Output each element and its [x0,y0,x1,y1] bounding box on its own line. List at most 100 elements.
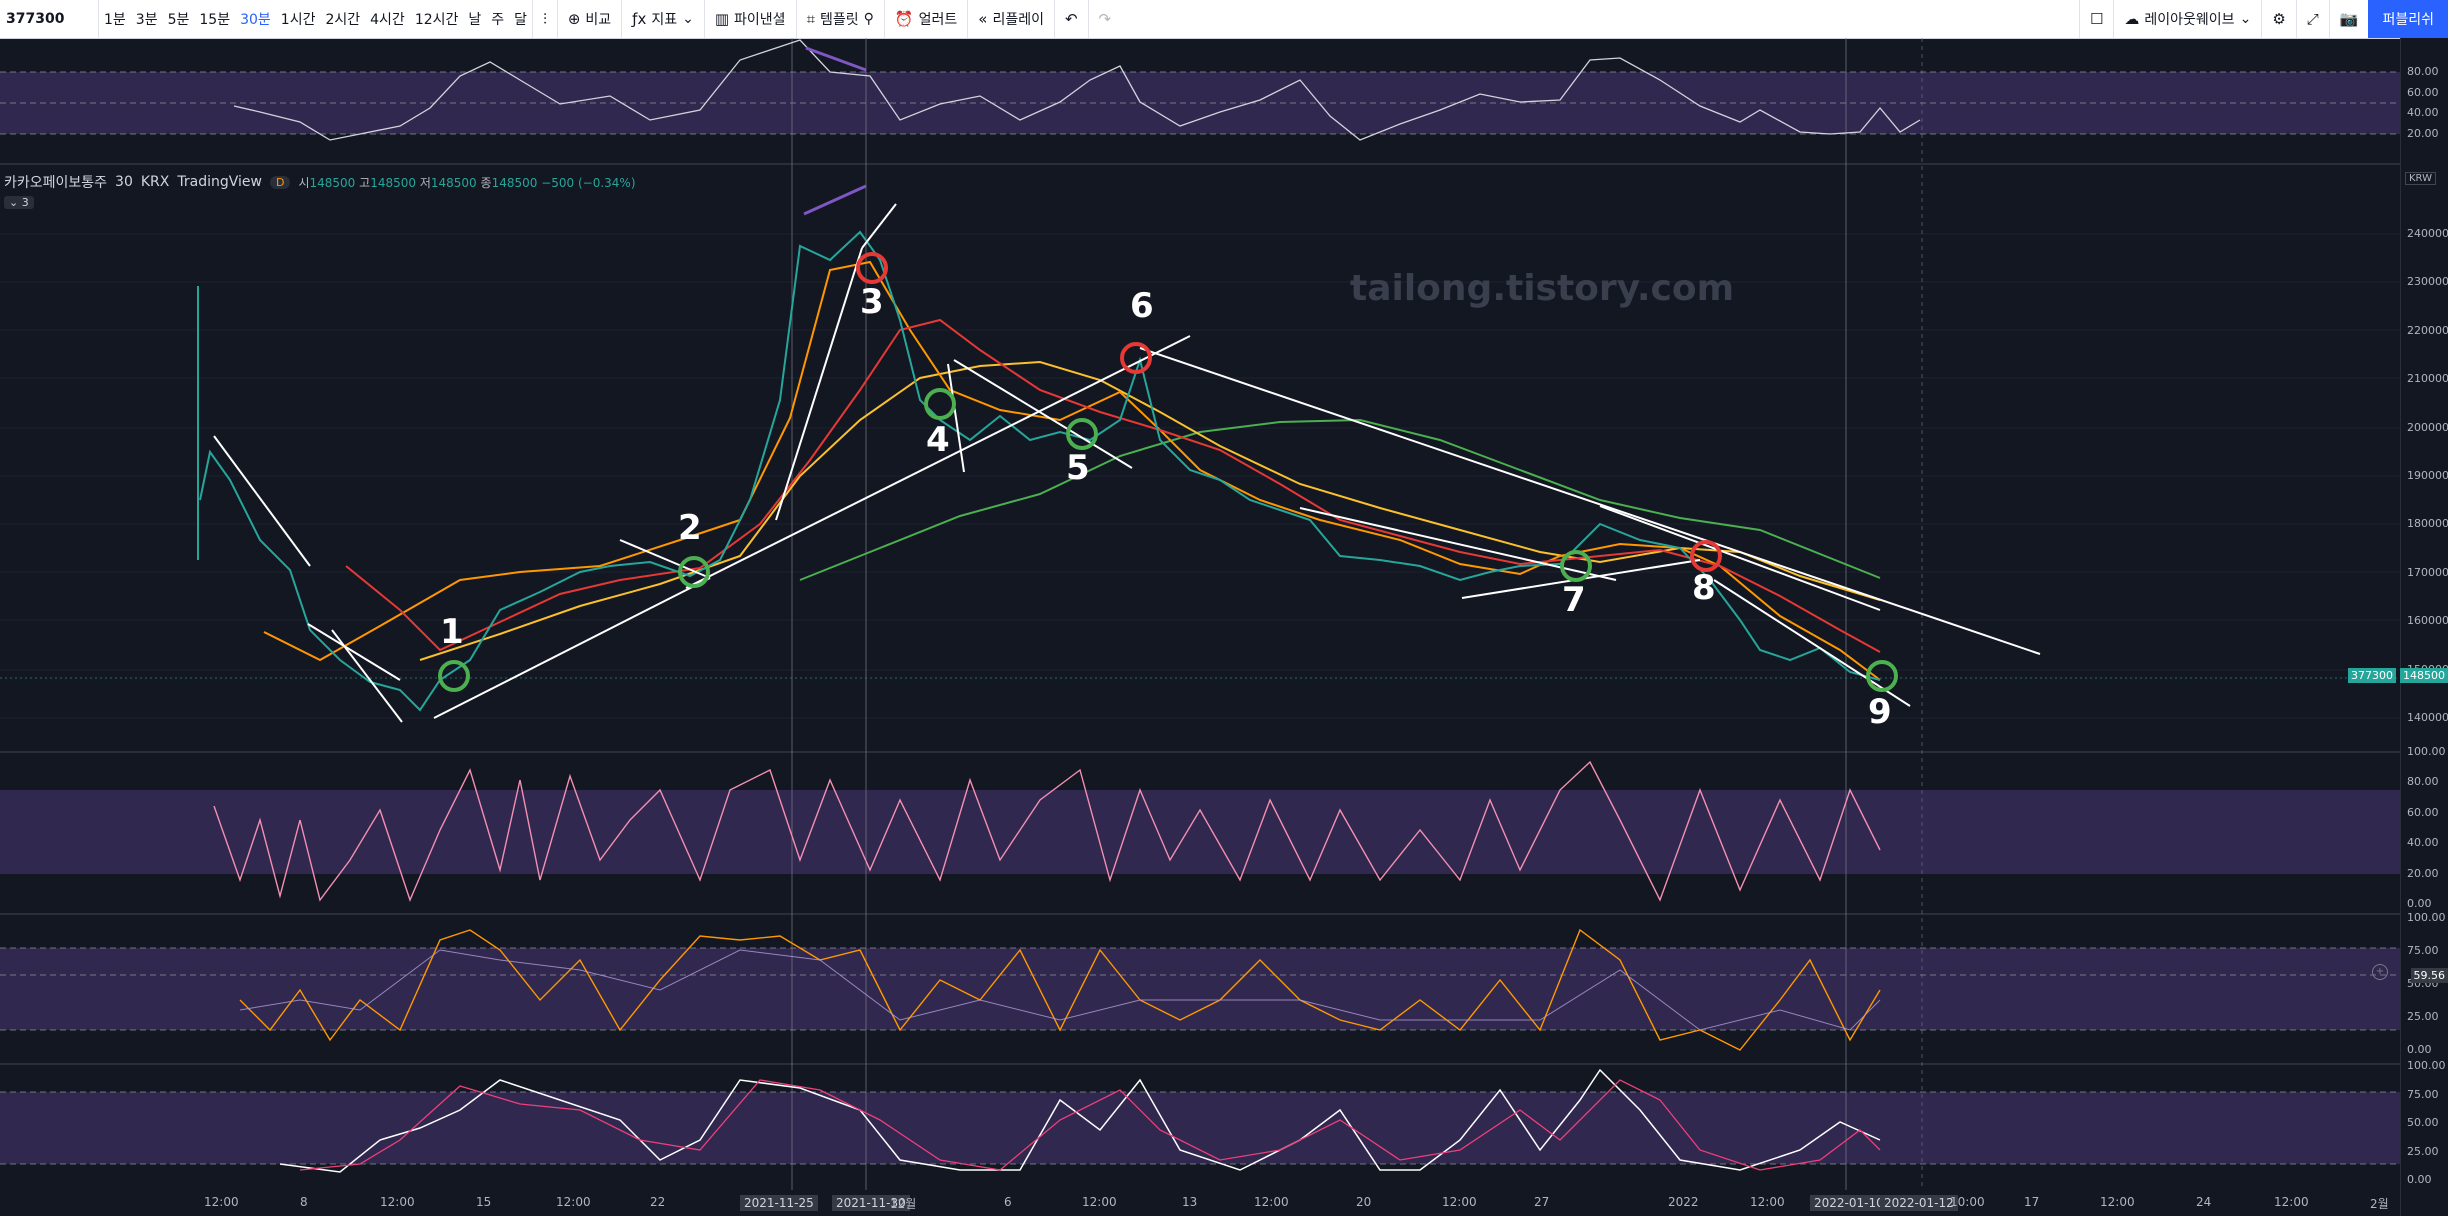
currency-selector[interactable]: KRW [2405,172,2436,185]
chevron-down-icon: ⌄ [9,196,19,209]
time-tick: 2022-01-12 [1880,1195,1958,1211]
templates-button[interactable]: ⌗ 템플릿 ⚲ [795,0,884,38]
timeframe-8[interactable]: 12시간 [414,12,459,28]
fullscreen-checkbox[interactable]: ☐ [2078,0,2113,38]
timeframe-10[interactable]: 주 [491,12,505,28]
price-axis[interactable]: KRW 80.00 60.00 40.00 20.00 240000 230000 2200… [2400,38,2448,1216]
price-series [199,230,1881,712]
pane4-tick: 0.00 [2407,1173,2432,1186]
price-tick: 220000 [2407,323,2448,337]
stoch-k-pane3 [239,928,1881,1051]
timeframe-6[interactable]: 2시간 [325,12,361,28]
trend-lines [213,203,2041,723]
exchange: KRX [140,174,170,190]
top-toolbar: 377300 1분 3분 5분 15분 30분 1시간 2시간 4시간 12시간 날 주 달 ⫶ ⊕ 비… [0,0,2448,39]
gear-icon: ⚙ [2272,10,2286,28]
time-tick: 12:00 [1082,1195,1117,1209]
candles-icon: ⫶ [543,10,547,28]
divergence-line-main [803,184,867,216]
timeframe-11[interactable]: 달 [514,12,528,28]
timeframe-9[interactable]: 날 [468,12,482,28]
rsi-top-tick: 60.00 [2407,85,2439,99]
alarm-clock-icon: ⏰ [894,10,914,28]
settings-button[interactable]: ⚙ [2261,0,2295,38]
crosshair-lines [791,38,1847,1190]
undo-button[interactable]: ↶ [1053,0,1088,38]
ohlc-values: 시148500 고148500 저148500 종148500 −500 (−0… [298,175,636,190]
time-tick: 20 [1356,1195,1372,1209]
redo-icon: ↷ [1098,10,1112,28]
snapshot-button[interactable]: 📷 [2328,0,2369,38]
price-tick: 170000 [2407,565,2448,579]
time-tick: 8 [300,1195,308,1209]
compare-button[interactable]: ⊕ 비교 [556,0,621,38]
timeframe-1[interactable]: 3분 [135,12,158,28]
publish-button[interactable]: 퍼블리쉬 [2368,0,2448,38]
pane2-tick: 20.00 [2407,866,2439,880]
time-tick: 12:00 [1750,1195,1785,1209]
square-icon: ☐ [2089,10,2104,28]
time-tick: 12:00 [2100,1195,2135,1209]
delay-badge[interactable]: D [269,175,291,189]
chevron-down-icon: ⌄ [2239,11,2252,27]
timeframe-5[interactable]: 1시간 [280,12,316,28]
time-tick: 12:00 [556,1195,591,1209]
annotation-2: 2 [678,508,702,548]
pane-separators [0,163,2400,1065]
pane3-tick: 25.00 [2407,1010,2439,1023]
cursor-value-tag: 59.56 [2410,968,2448,983]
pane2-tick: 80.00 [2407,775,2439,789]
last-price-tag: 148500 [2400,668,2448,683]
time-tick: 27 [1534,1195,1550,1209]
watermark: tailong.tistory.com [1350,268,1735,309]
expand-icon: ⤢ [2306,10,2319,28]
series-legend: 카카오페이보통주 30 KRX TradingView D 시148500 고1… [4,172,636,192]
alert-button[interactable]: ⏰ 얼러트 [883,0,967,38]
price-change: −500 (−0.34%) [541,175,636,190]
plus-circle-icon: ⊕ [567,10,581,28]
interval: 30 [115,174,133,190]
price-tick: 240000 [2407,227,2448,240]
pane3-tick: 0.00 [2407,1043,2432,1056]
oscillator-pane4-pink [299,1079,1881,1171]
financials-button[interactable]: ▥ 파이낸셜 [703,0,796,38]
pane4-tick: 75.00 [2407,1087,2439,1101]
fullscreen-button[interactable]: ⤢ [2295,0,2329,38]
timeframe-0[interactable]: 1분 [104,12,126,28]
timeframe-selector: 1분 3분 5분 15분 30분 1시간 2시간 4시간 12시간 날 주 달 [99,0,532,38]
time-tick: 12:00 [1254,1195,1289,1209]
layout-button[interactable]: ☁ 레이아웃웨이브 ⌄ [2113,0,2261,38]
rsi-top-tick: 80.00 [2407,65,2439,78]
annotation-9: 9 [1868,692,1892,732]
pane2-tick: 100.00 [2407,745,2446,758]
signal-circles [438,252,1898,692]
time-axis[interactable]: 12:00 8 12:00 15 12:00 22 2021-11-25 2021-11-30… [0,1190,2400,1216]
rsi-line-top [233,39,1921,141]
timeframe-2[interactable]: 5분 [167,12,190,28]
time-tick: 2022 [1668,1195,1699,1209]
add-indicator-icon[interactable]: + [2372,964,2388,980]
timeframe-3[interactable]: 15분 [199,12,231,28]
price-tick: 230000 [2407,275,2448,289]
indicator-collapse-button[interactable]: ⌄ 3 [4,196,34,209]
grid [0,233,2400,719]
time-tick: 12월 [890,1197,917,1211]
replay-button[interactable]: «리플레이 [967,0,1054,38]
price-tick: 180000 [2407,517,2448,531]
timeframe-4[interactable]: 30분 [240,12,271,28]
undo-icon: ↶ [1064,10,1078,28]
chart-type-button[interactable]: ⫶ [532,0,557,38]
price-tick: 200000 [2407,420,2448,434]
indicators-button[interactable]: ƒx 지표 ⌄ [621,0,704,38]
redo-button[interactable]: ↷ [1087,0,1122,38]
symbol-search[interactable]: 377300 [0,0,99,38]
time-tick: 24 [2196,1195,2212,1209]
timeframe-7[interactable]: 4시간 [370,12,405,28]
price-tick: 140000 [2407,711,2448,724]
time-tick: 6 [1004,1195,1012,1209]
symbol-name[interactable]: 카카오페이보통주 [4,175,108,191]
pane2-tick: 0.00 [2407,897,2432,910]
time-tick: 15 [476,1195,492,1209]
template-icon: ⌗ [806,10,816,28]
chart-canvas[interactable] [0,38,2400,1216]
